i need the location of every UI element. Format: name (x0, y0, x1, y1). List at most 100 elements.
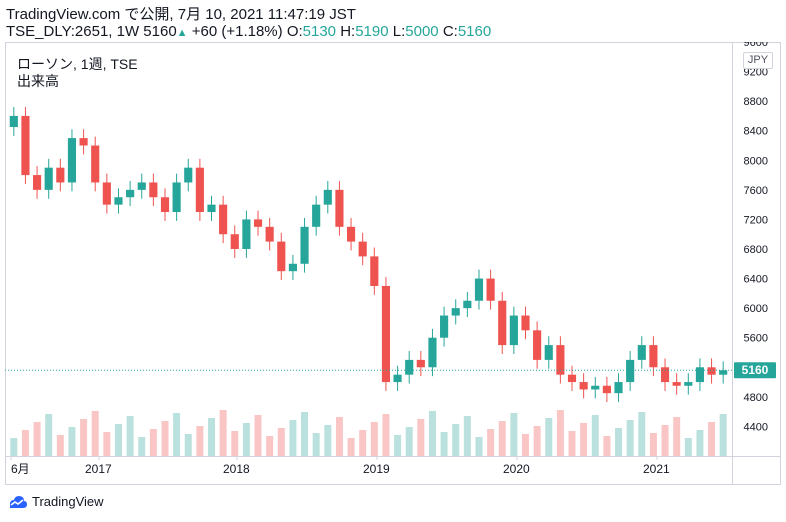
currency-badge[interactable]: JPY (743, 52, 773, 69)
y-tick-label: 7600 (744, 185, 768, 197)
volume-bar (33, 422, 41, 456)
volume-bar (405, 427, 413, 456)
candle-body (300, 226, 309, 264)
y-tick-label: 5600 (744, 333, 768, 345)
x-tick-label: 2021 (643, 462, 670, 476)
x-tick-label: 2018 (223, 462, 250, 476)
candle-body (207, 204, 216, 213)
symbol-price: TSE_DLY:2651, 1W 5160 (6, 23, 177, 40)
footer-brand: TradingView (32, 494, 104, 509)
volume-bar (638, 412, 646, 456)
candle-body (428, 337, 437, 368)
x-tick-label: 2017 (85, 462, 112, 476)
candle-body (707, 367, 716, 375)
candle-body (567, 374, 577, 383)
candle-body (219, 204, 228, 235)
volume-bar (626, 420, 634, 456)
candle-body (719, 370, 728, 375)
candle-body (242, 219, 251, 249)
legend-volume[interactable]: 出来高 (17, 73, 59, 89)
candle-body (9, 115, 18, 128)
volume-bar (312, 433, 320, 456)
volume-bar (673, 417, 681, 456)
price-chart[interactable]: 4400480052005600600064006800720076008000… (5, 42, 781, 485)
candle-body (660, 367, 670, 383)
chart-area[interactable]: 4400480052005600600064006800720076008000… (5, 42, 781, 485)
candle-body (335, 189, 344, 227)
y-tick-label: 8000 (744, 155, 768, 167)
volume-bar (615, 428, 623, 456)
candle-body (114, 197, 123, 205)
candle-body (184, 167, 193, 183)
candle-body (381, 285, 391, 383)
last-price-badge (734, 362, 776, 379)
candle-body (149, 182, 158, 198)
volume-bar (114, 424, 122, 456)
volume-bar (173, 413, 181, 456)
volume-bar (10, 438, 18, 456)
volume-bar (45, 414, 53, 456)
x-tick-label: 6月 (11, 462, 30, 476)
volume-bar (335, 417, 343, 456)
up-arrow-icon: ▲ (176, 27, 188, 39)
candle-body (230, 234, 239, 249)
volume-bar (545, 418, 553, 456)
candle-body (509, 315, 518, 346)
candle-body (649, 345, 658, 368)
candle-body (195, 167, 204, 213)
volume-bar (266, 436, 274, 456)
candle-body (416, 359, 425, 368)
y-tick-label: 6400 (744, 274, 768, 286)
volume-bar (231, 431, 239, 456)
volume-bar (219, 410, 227, 456)
volume-bar (661, 425, 669, 456)
volume-bar (428, 411, 436, 456)
candle-body (695, 367, 704, 383)
candle-body (33, 175, 42, 190)
volume-bar (126, 416, 134, 456)
candle-body (533, 330, 542, 360)
volume-bar (684, 438, 692, 456)
open-label: O: (286, 23, 303, 40)
volume-bar (138, 437, 146, 456)
candle-body (579, 382, 588, 390)
candle-body (56, 167, 65, 183)
high-label: H: (340, 23, 356, 40)
candle-body (498, 300, 507, 346)
candle-body (44, 167, 53, 190)
volume-bar (591, 415, 599, 456)
high-value: 5190 (355, 23, 389, 40)
volume-bar (568, 431, 576, 456)
candle-body (358, 241, 367, 257)
tradingview-logo[interactable]: TradingView (6, 494, 104, 509)
y-tick-label: 9200 (744, 67, 768, 79)
candle-body (440, 315, 449, 338)
candle-body (288, 263, 297, 272)
y-tick-label: 7200 (744, 214, 768, 226)
candle-body (486, 278, 495, 301)
open-value: 5130 (302, 23, 337, 40)
volume-bar (242, 423, 250, 456)
volume-bar (719, 414, 727, 456)
candle-body (602, 385, 611, 394)
legend-symbol[interactable]: ローソン, 1週, TSE (17, 56, 138, 72)
volume-bar (184, 434, 192, 456)
volume-bar (533, 426, 541, 456)
volume-bar (359, 430, 367, 456)
candle-body (637, 345, 646, 360)
volume-bar (440, 432, 448, 456)
candle-body (370, 256, 379, 286)
volume-bar (603, 436, 611, 456)
candle-body (323, 189, 332, 205)
low-label: L: (392, 23, 406, 40)
volume-bar (277, 428, 285, 456)
y-tick-label: 9600 (744, 42, 768, 49)
candle-body (160, 197, 170, 213)
cloud-logo-icon (10, 495, 27, 508)
candle-body (393, 374, 402, 383)
volume-bar (649, 433, 657, 456)
volume-bar (382, 414, 390, 456)
volume-bar (556, 410, 564, 456)
volume-bar (370, 422, 378, 456)
volume-bar (463, 416, 471, 456)
